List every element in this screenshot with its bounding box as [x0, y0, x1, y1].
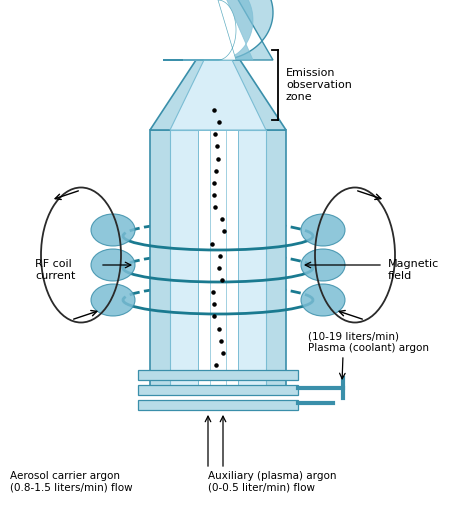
Point [218, 215, 226, 224]
Point [209, 288, 217, 296]
Point [213, 142, 221, 151]
Point [213, 361, 220, 369]
Point [210, 191, 218, 199]
Point [212, 130, 219, 139]
Bar [138, 400, 298, 410]
Point [212, 167, 219, 175]
Ellipse shape [91, 214, 135, 246]
Point [211, 203, 219, 212]
Point [215, 154, 222, 163]
Point [215, 263, 223, 272]
Bar [198, 130, 238, 390]
Bar [170, 130, 266, 390]
Point [215, 324, 223, 333]
Text: Emission
observation
zone: Emission observation zone [286, 68, 352, 102]
Polygon shape [163, 0, 273, 60]
Ellipse shape [301, 214, 345, 246]
Ellipse shape [91, 249, 135, 281]
Point [217, 251, 224, 260]
Ellipse shape [91, 284, 135, 316]
Point [219, 349, 227, 357]
Text: (10-19 liters/min)
Plasma (coolant) argon: (10-19 liters/min) Plasma (coolant) argo… [308, 331, 429, 353]
Polygon shape [200, 0, 236, 60]
Ellipse shape [301, 249, 345, 281]
Point [210, 106, 218, 114]
Ellipse shape [301, 284, 345, 316]
Point [210, 179, 218, 187]
Text: RF coil
current: RF coil current [35, 259, 75, 281]
Point [210, 300, 218, 308]
Polygon shape [150, 60, 286, 130]
Text: Auxiliary (plasma) argon
(0-0.5 liter/min) flow: Auxiliary (plasma) argon (0-0.5 liter/mi… [208, 471, 337, 492]
Point [219, 276, 226, 284]
Text: Magnetic
field: Magnetic field [388, 259, 439, 281]
Point [209, 239, 216, 248]
Bar [150, 130, 286, 390]
Point [217, 336, 225, 345]
Polygon shape [170, 60, 266, 130]
Bar [138, 385, 298, 395]
Point [210, 312, 218, 321]
Point [220, 227, 228, 235]
Point [216, 118, 223, 126]
Text: Aerosol carrier argon
(0.8-1.5 liters/min) flow: Aerosol carrier argon (0.8-1.5 liters/mi… [10, 471, 133, 492]
Polygon shape [183, 0, 253, 60]
Bar [138, 370, 298, 380]
